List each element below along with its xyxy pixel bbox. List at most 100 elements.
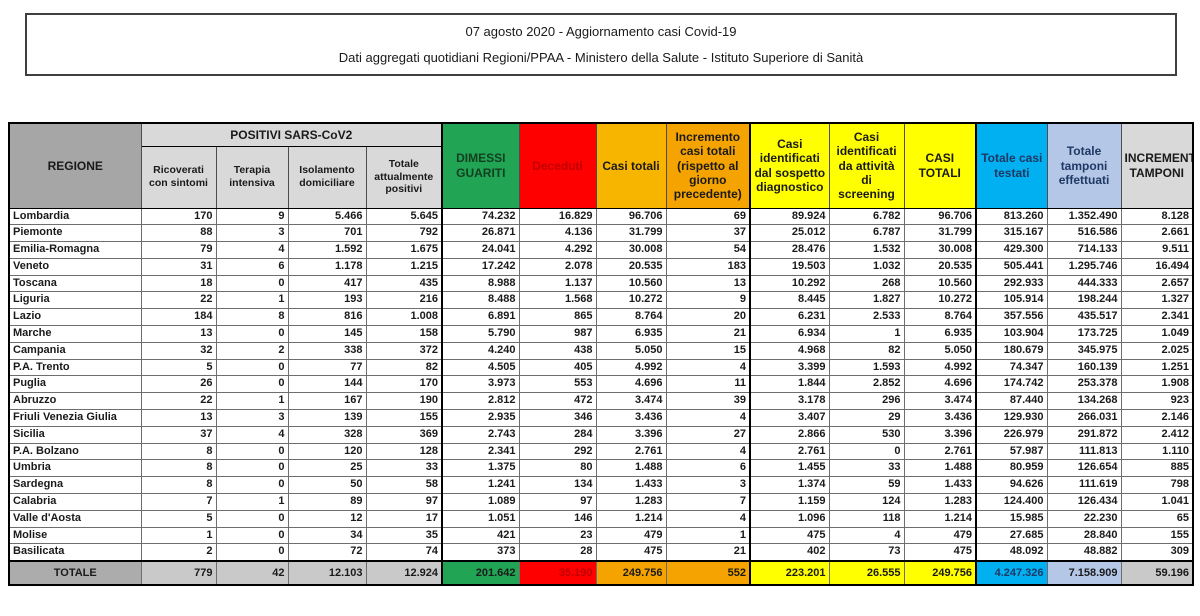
value-cell: 1 [828, 325, 905, 343]
table-row: Emilia-Romagna 79 4 1.592 1.675 24.041 4.292 30… [8, 241, 1194, 259]
value-cell: 10.272 [903, 291, 977, 310]
value-cell: 315.167 [975, 224, 1048, 243]
value-cell: 1 [665, 526, 751, 545]
value-cell: 134.268 [1046, 392, 1122, 411]
value-cell: 369 [365, 425, 443, 444]
value-cell: 479 [595, 526, 667, 545]
region-name: Umbria [8, 459, 142, 478]
value-cell: 22 [140, 392, 217, 411]
value-cell: 69 [665, 207, 751, 226]
value-cell: 1 [215, 291, 289, 310]
value-cell: 7 [140, 493, 217, 511]
value-cell: 4.292 [518, 241, 597, 259]
value-cell: 37 [665, 224, 751, 243]
value-cell: 701 [287, 224, 367, 243]
column-header-dimessi-guariti: DIMESSI GUARITI [441, 122, 520, 209]
value-cell: 173.725 [1046, 325, 1122, 343]
value-cell: 1.295.746 [1046, 257, 1122, 276]
value-cell: 357.556 [975, 308, 1048, 327]
column-header-incremento-casi: Incremento casi totali (rispetto al gior… [665, 122, 751, 209]
value-cell: 10.292 [749, 274, 830, 293]
value-cell: 2.341 [1120, 308, 1194, 327]
value-cell: 6.891 [441, 308, 520, 327]
value-cell: 421 [441, 526, 520, 545]
value-cell: 158 [365, 325, 443, 343]
region-name: Basilicata [8, 543, 142, 562]
value-cell: 74 [365, 543, 443, 562]
value-cell: 479 [903, 526, 977, 545]
value-cell: 6 [215, 257, 289, 276]
value-cell: 328 [287, 425, 367, 444]
totale-value-cell: 4.247.326 [975, 560, 1048, 586]
value-cell: 2.935 [441, 409, 520, 427]
value-cell: 1.568 [518, 291, 597, 310]
value-cell: 8 [140, 476, 217, 495]
value-cell: 120 [287, 442, 367, 461]
region-name: Puglia [8, 375, 142, 394]
table-row: Sicilia 37 4 328 369 2.743 284 3.396 27 2.866 530 3… [8, 425, 1194, 444]
value-cell: 792 [365, 224, 443, 243]
value-cell: 2.146 [1120, 409, 1194, 427]
value-cell: 59 [828, 476, 905, 495]
value-cell: 444.333 [1046, 274, 1122, 293]
value-cell: 24.041 [441, 241, 520, 259]
value-cell: 27.685 [975, 526, 1048, 545]
value-cell: 20.535 [903, 257, 977, 276]
value-cell: 4.696 [903, 375, 977, 394]
value-cell: 170 [140, 207, 217, 226]
table-row: Umbria 8 0 25 33 1.375 80 1.488 6 1.455 33 1.488 80.… [8, 459, 1194, 478]
totale-value-cell: 42 [215, 560, 289, 586]
value-cell: 21 [665, 543, 751, 562]
value-cell: 4.968 [749, 341, 830, 360]
value-cell: 3.407 [749, 409, 830, 427]
value-cell: 1 [215, 493, 289, 511]
value-cell: 1.455 [749, 459, 830, 478]
value-cell: 1.089 [441, 493, 520, 511]
value-cell: 6.935 [903, 325, 977, 343]
value-cell: 144 [287, 375, 367, 394]
column-header-casi-totali: Casi totali [595, 122, 667, 209]
value-cell: 1.433 [595, 476, 667, 495]
value-cell: 3.474 [903, 392, 977, 411]
value-cell: 74.347 [975, 358, 1048, 377]
totale-value-cell: 552 [665, 560, 751, 586]
value-cell: 4 [828, 526, 905, 545]
value-cell: 1.051 [441, 509, 520, 528]
value-cell: 1.375 [441, 459, 520, 478]
value-cell: 7 [665, 493, 751, 511]
value-cell: 291.872 [1046, 425, 1122, 444]
totale-label: TOTALE [8, 560, 142, 586]
value-cell: 1.049 [1120, 325, 1194, 343]
totale-value-cell: 35.190 [518, 560, 597, 586]
value-cell: 0 [215, 476, 289, 495]
value-cell: 1 [215, 392, 289, 411]
value-cell: 5 [140, 358, 217, 377]
table-row: Liguria 22 1 193 216 8.488 1.568 10.272 9 8.445 1.… [8, 291, 1194, 310]
value-cell: 23 [518, 526, 597, 545]
value-cell: 30.008 [903, 241, 977, 259]
value-cell: 97 [365, 493, 443, 511]
value-cell: 0 [215, 442, 289, 461]
value-cell: 475 [749, 526, 830, 545]
value-cell: 6.782 [828, 207, 905, 226]
value-cell: 2.866 [749, 425, 830, 444]
table-footer: TOTALE 779 42 12.103 12.924 201.642 35.190 249.… [8, 560, 1194, 586]
region-name: P.A. Trento [8, 358, 142, 377]
column-header-totale-positivi: Totale attualmente positivi [365, 145, 443, 209]
value-cell: 417 [287, 274, 367, 293]
value-cell: 505.441 [975, 257, 1048, 276]
value-cell: 33 [365, 459, 443, 478]
region-name: Calabria [8, 493, 142, 511]
region-name: Veneto [8, 257, 142, 276]
value-cell: 0 [215, 375, 289, 394]
totale-value-cell: 249.756 [903, 560, 977, 586]
value-cell: 5.050 [595, 341, 667, 360]
value-cell: 3.436 [595, 409, 667, 427]
value-cell: 26 [140, 375, 217, 394]
value-cell: 94.626 [975, 476, 1048, 495]
region-name: Marche [8, 325, 142, 343]
value-cell: 20.535 [595, 257, 667, 276]
region-name: Friuli Venezia Giulia [8, 409, 142, 427]
value-cell: 4 [665, 358, 751, 377]
value-cell: 292.933 [975, 274, 1048, 293]
